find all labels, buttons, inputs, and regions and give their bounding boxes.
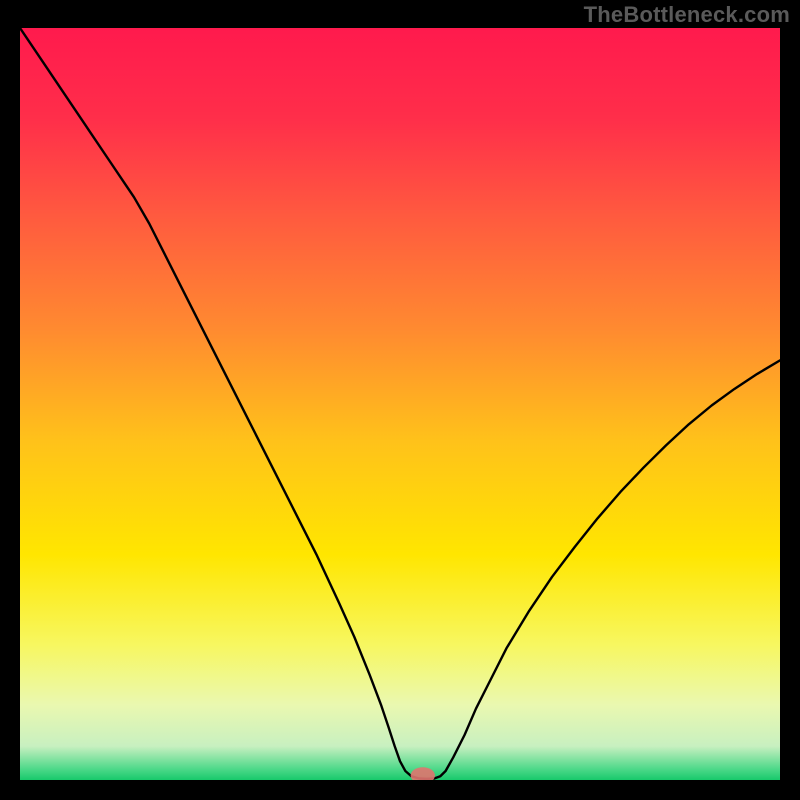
plot-area [20,28,780,780]
chart-frame: TheBottleneck.com [0,0,800,800]
bottleneck-curve-chart [20,28,780,780]
watermark-text: TheBottleneck.com [584,2,790,28]
gradient-background [20,28,780,780]
